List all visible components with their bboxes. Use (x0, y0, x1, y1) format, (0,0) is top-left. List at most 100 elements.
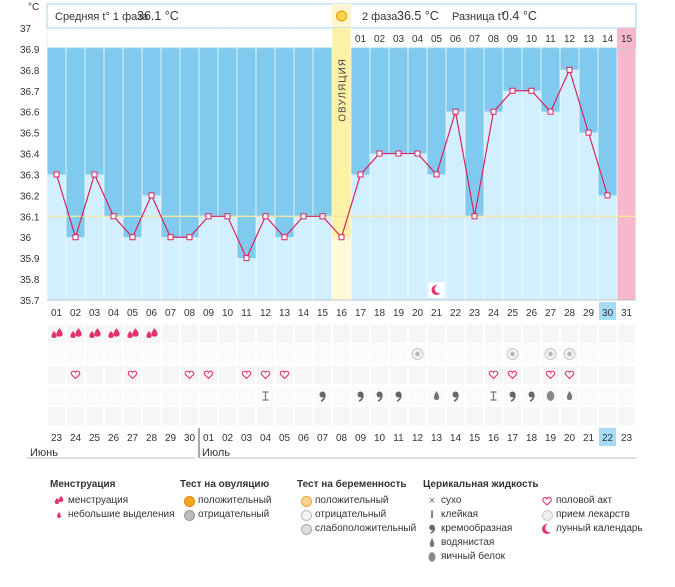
heart-icon (488, 370, 499, 380)
legend-group-title: Менструация (50, 479, 116, 490)
y-tick-label: 36.6 (20, 108, 40, 119)
cycle-day-label: 14 (298, 308, 310, 319)
legend-group-title (538, 478, 643, 492)
legend-item: кремообразная (423, 522, 539, 536)
marker-cell (466, 387, 483, 405)
cycle-day-label: 31 (621, 308, 633, 319)
marker-cell (181, 387, 198, 405)
marker-cell (257, 325, 274, 343)
temp-point (281, 234, 288, 241)
drop-icon (146, 331, 152, 338)
legend-item: положительный (180, 494, 271, 508)
future-day-label: 15 (621, 34, 633, 45)
marker-cell (181, 325, 198, 343)
marker-cell (371, 325, 388, 343)
marker-cell (124, 387, 141, 405)
marker-cell (542, 325, 559, 343)
marker-cell (295, 387, 312, 405)
bar-day-12 (256, 216, 275, 300)
heart-icon (507, 370, 518, 380)
sky-band-24 (484, 48, 503, 112)
legend-group: половой акт прием лекарств лунный календар… (538, 478, 643, 536)
marker-cell (257, 366, 274, 384)
drop-icon (108, 331, 114, 338)
creamy-icon (376, 391, 383, 398)
marker-cell (200, 325, 217, 343)
legend-item-label: кремообразная (441, 523, 513, 534)
dry-icon: × (428, 495, 436, 507)
sky-band-20 (408, 48, 427, 154)
temp-point (110, 213, 117, 220)
calendar-date: 15 (469, 433, 481, 444)
legend-group-title: Тест на беременность (297, 479, 407, 490)
calendar-date: 30 (184, 433, 196, 444)
marker-cell (599, 345, 616, 363)
temp-point (262, 213, 269, 220)
marker-cell (200, 387, 217, 405)
temp-point (205, 213, 212, 220)
bar-day-11 (237, 258, 256, 300)
diff-label: Разница t° (452, 11, 505, 23)
cycle-day-label: 05 (127, 308, 139, 319)
negative-test-icon (180, 509, 198, 521)
cycle-day-label: 12 (260, 308, 272, 319)
calendar-date: 23 (621, 433, 633, 444)
bar-day-17 (351, 174, 370, 300)
marker-cell (485, 325, 502, 343)
temp-point (376, 150, 383, 157)
marker-cell (162, 366, 179, 384)
legend-item: × сухо (423, 494, 539, 508)
pregnancy-weak-icon (297, 523, 315, 535)
drop-icon (51, 331, 57, 338)
marker-cell (105, 387, 122, 405)
marker-cell (333, 345, 350, 363)
legend-item-label: положительный (315, 495, 389, 506)
sky-band-15 (313, 48, 332, 217)
marker-cell (466, 366, 483, 384)
marker-cell (523, 407, 540, 425)
marker-cell (238, 407, 255, 425)
marker-cell (219, 387, 236, 405)
calendar-date: 26 (108, 433, 120, 444)
marker-cell (580, 387, 597, 405)
heart-icon (260, 370, 271, 380)
legend-item: положительный (297, 494, 416, 508)
phase1-label: Средняя t° 1 фаза (55, 11, 149, 23)
cycle-day-label: 06 (146, 308, 158, 319)
drop-double-icon (50, 495, 68, 507)
calendar-date: 11 (393, 433, 404, 444)
negative-test-dot (567, 351, 572, 357)
calendar-date: 28 (146, 433, 158, 444)
marker-cell (276, 325, 293, 343)
marker-cell (86, 345, 103, 363)
phase2-value: 36.5 °C (397, 9, 439, 23)
sky-band-7 (161, 48, 180, 238)
legend-item-label: положительный (198, 495, 272, 506)
sky-band-11 (237, 48, 256, 259)
creamy-icon (509, 391, 516, 398)
phase2-day-label: 10 (526, 34, 538, 45)
heart-icon (545, 370, 556, 380)
marker-cell (295, 366, 312, 384)
marker-cell (485, 366, 502, 384)
marker-cell (409, 366, 426, 384)
y-tick-label: 37 (20, 24, 32, 35)
marker-cell (86, 366, 103, 384)
bar-day-19 (389, 153, 408, 300)
sky-band-25 (503, 48, 522, 91)
bar-day-26 (522, 90, 541, 301)
cycle-day-label: 10 (222, 308, 234, 319)
marker-cell (352, 407, 369, 425)
y-tick-label: 35.8 (20, 275, 40, 286)
sky-band-21 (427, 48, 446, 175)
creamy-icon (319, 391, 326, 398)
bar-day-25 (503, 90, 522, 301)
legend-item: слабоположительный (297, 522, 416, 536)
bar-day-2 (66, 237, 85, 300)
temp-point (509, 87, 516, 94)
legend-item-label: слабоположительный (315, 523, 417, 534)
y-tick-label: 35.9 (20, 254, 40, 265)
marker-cell (238, 345, 255, 363)
legend-item: лунный календарь (538, 522, 643, 536)
